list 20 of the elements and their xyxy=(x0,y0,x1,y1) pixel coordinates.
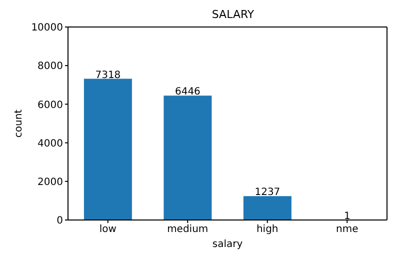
x-tick-label: nme xyxy=(336,224,358,236)
data-label: 1237 xyxy=(254,187,280,198)
x-tick-label: high xyxy=(256,224,278,236)
y-tick-label: 10000 xyxy=(31,22,63,34)
chart-title: SALARY xyxy=(210,8,256,22)
bar xyxy=(164,96,212,220)
y-tick-label: 2000 xyxy=(38,176,63,188)
data-label: 6446 xyxy=(174,86,200,98)
x-axis-title: salary xyxy=(212,239,243,250)
x-tick-label: low xyxy=(99,224,116,236)
y-axis-title: count xyxy=(14,109,25,138)
x-tick-label: medium xyxy=(167,224,208,236)
y-tick-label: 6000 xyxy=(38,100,63,111)
data-label: 7318 xyxy=(95,70,121,81)
y-tick-label: 8000 xyxy=(38,61,63,72)
bar xyxy=(84,78,132,220)
bar xyxy=(243,196,292,220)
data-label: 1 xyxy=(344,210,350,222)
y-tick-label: 0 xyxy=(56,216,63,227)
y-tick-label: 4000 xyxy=(38,138,63,150)
